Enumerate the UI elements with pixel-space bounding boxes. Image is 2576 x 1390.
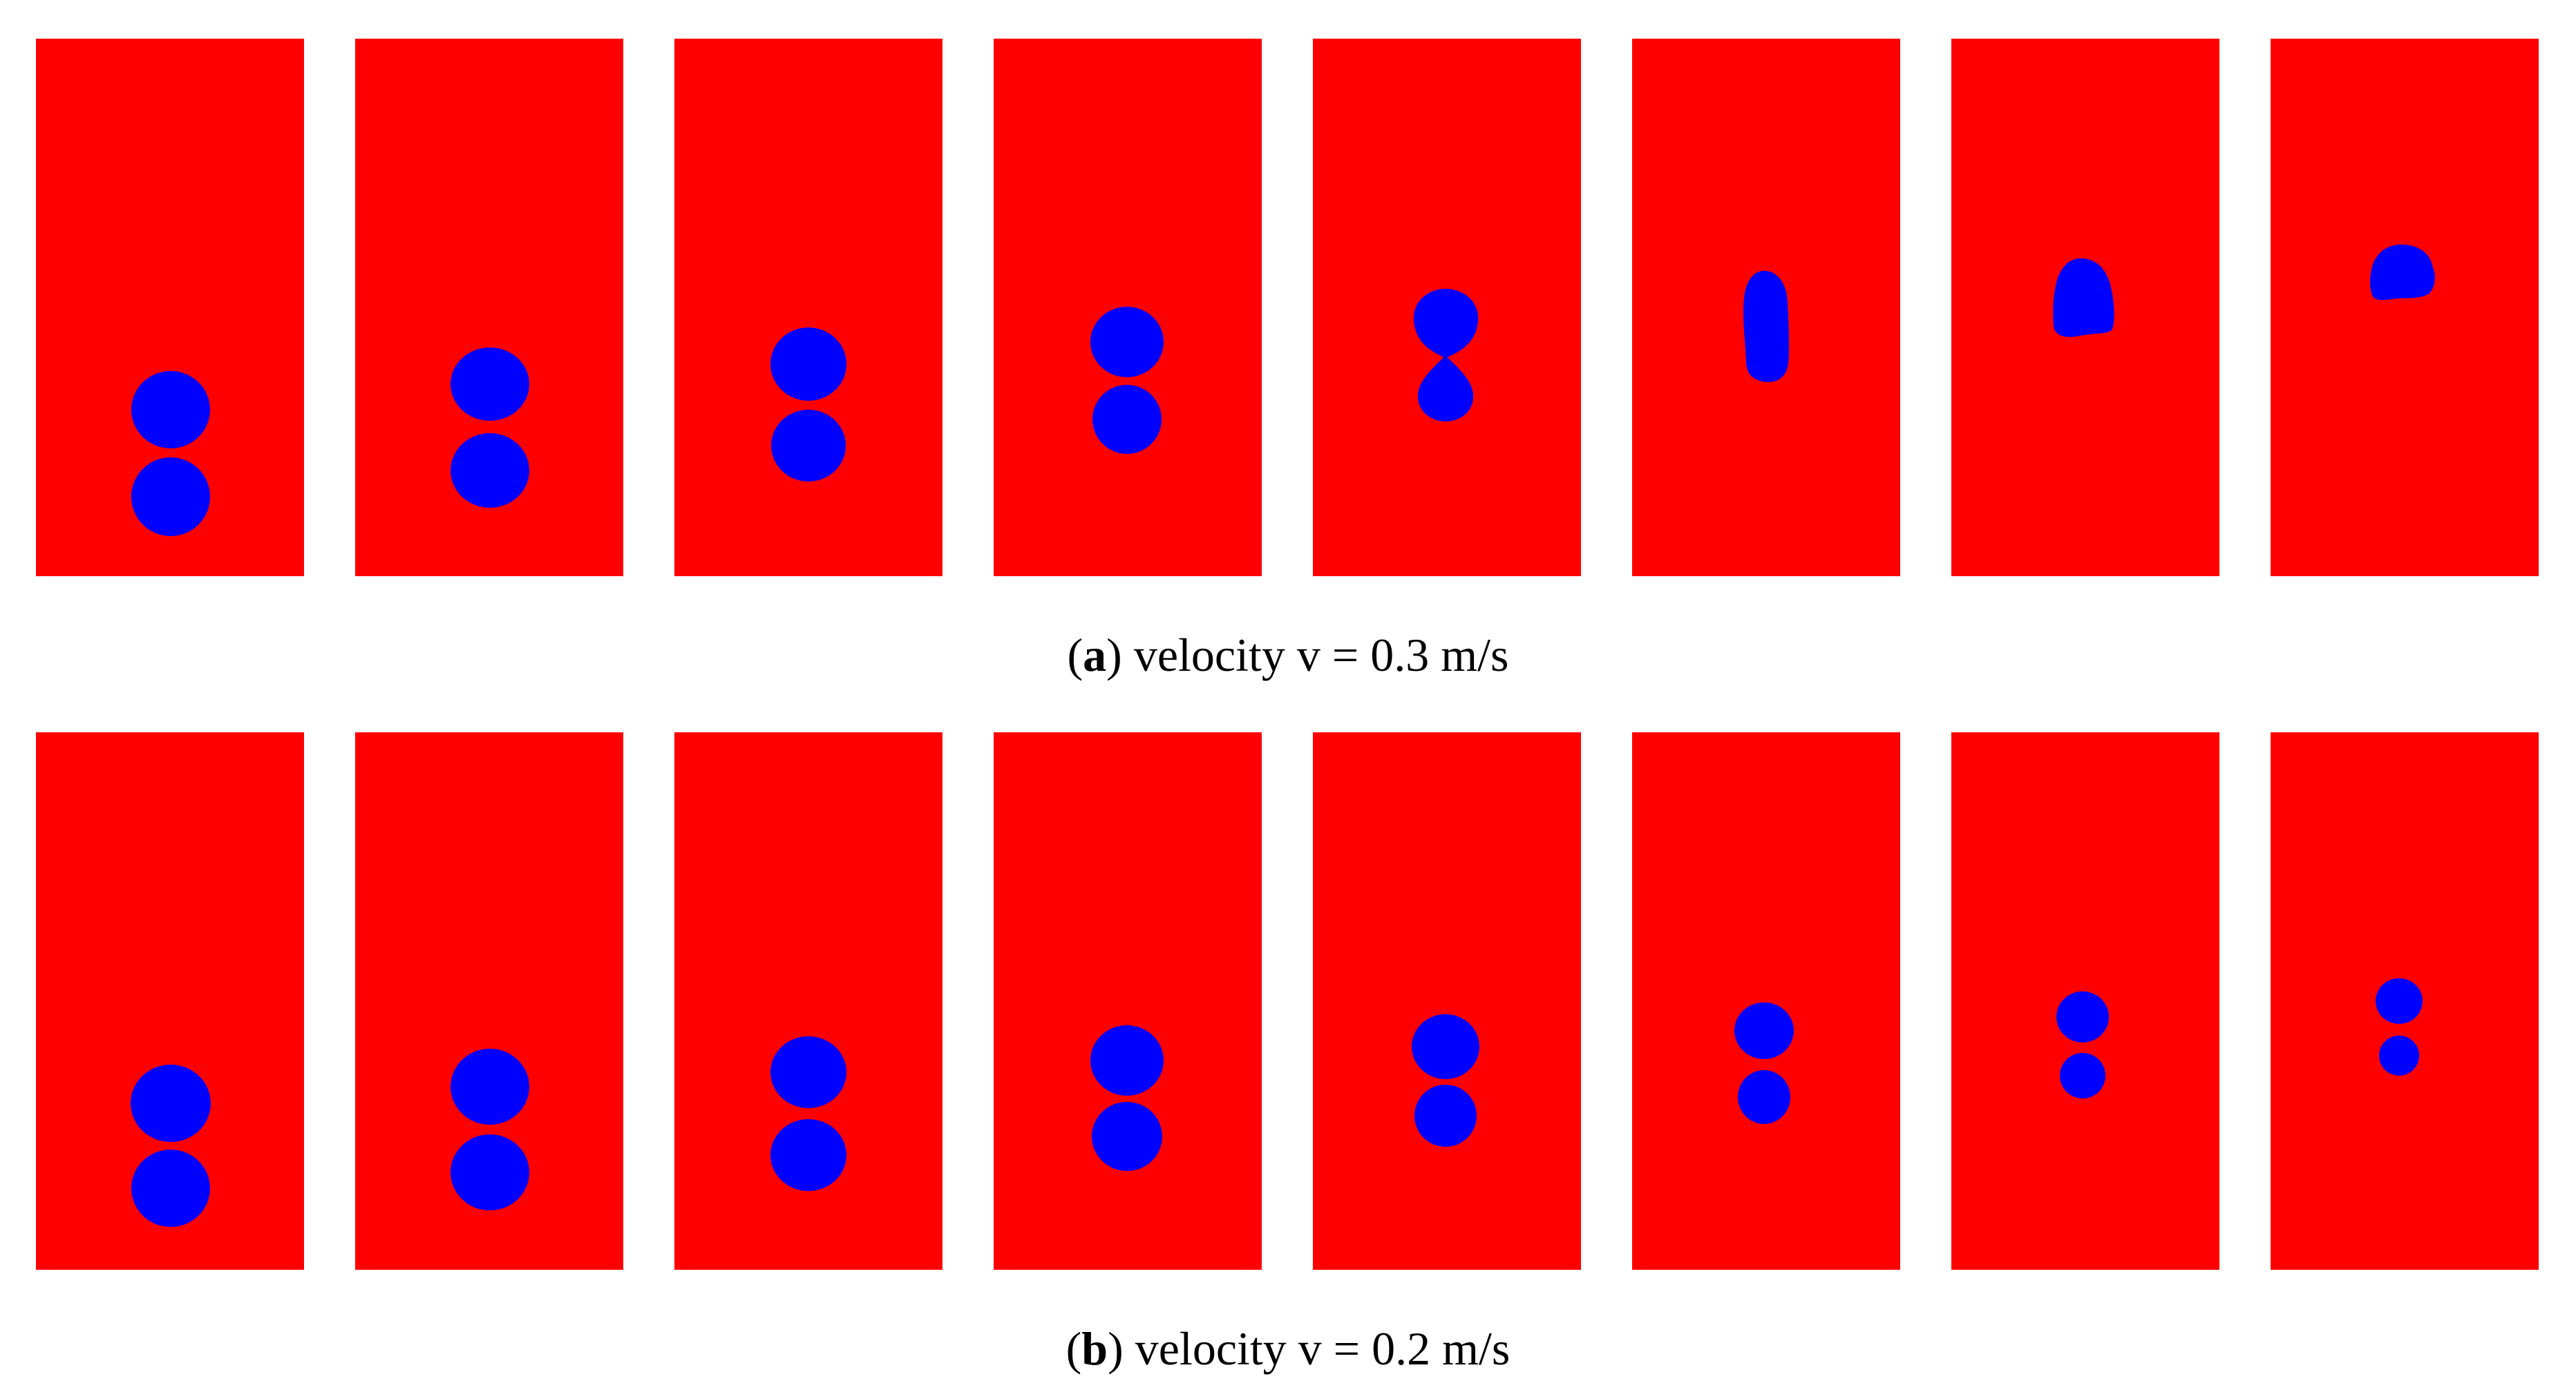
bubble (1743, 271, 1790, 382)
row-b (36, 732, 2539, 1270)
bubble (2060, 1053, 2105, 1098)
bubble (1090, 1025, 1164, 1096)
bubble (2379, 1036, 2419, 1076)
row-a (36, 39, 2539, 576)
bubble (131, 1065, 211, 1142)
frame-a5 (1313, 39, 1581, 576)
bubble (131, 457, 210, 536)
bubble (1092, 1102, 1162, 1171)
fluid-domain (994, 732, 1262, 1270)
frame-b8 (2271, 732, 2539, 1270)
fluid-domain (674, 39, 943, 576)
frame-a2 (355, 39, 623, 576)
bubble (1092, 385, 1162, 454)
frame-b3 (674, 732, 943, 1270)
bubble (1738, 1070, 1790, 1124)
bubble (451, 1134, 529, 1210)
bubble (2376, 978, 2423, 1024)
bubble (1412, 1014, 1479, 1079)
caption-a: (a) velocity v = 0.3 m/s (1067, 629, 1509, 681)
bubble (1414, 289, 1478, 358)
bubble (131, 371, 210, 448)
frame-a3 (674, 39, 943, 576)
bubble (131, 1150, 210, 1227)
frame-b1 (36, 732, 304, 1270)
frame-b7 (1951, 732, 2219, 1270)
bubble (770, 1036, 846, 1108)
bubble (2056, 991, 2109, 1042)
fluid-domain (1313, 732, 1581, 1270)
caption-b-letter: b (1081, 1322, 1108, 1375)
bubble (451, 433, 529, 508)
bubble (771, 410, 846, 482)
frame-b4 (994, 732, 1262, 1270)
frame-b2 (355, 732, 623, 1270)
frame-a1 (36, 39, 304, 576)
bubble (1414, 1085, 1477, 1147)
bubble (1417, 355, 1474, 421)
caption-a-letter: a (1083, 629, 1107, 681)
frame-b5 (1313, 732, 1581, 1270)
frame-b6 (1632, 732, 1900, 1270)
bubble (2053, 258, 2114, 337)
caption-a-text: velocity v = 0.3 m/s (1121, 629, 1509, 681)
bubble (770, 327, 846, 401)
bubble (1090, 307, 1164, 377)
frame-a7 (1951, 39, 2219, 576)
bubble (1734, 1002, 1794, 1059)
frame-a8 (2271, 39, 2539, 576)
bubble (451, 348, 529, 421)
bubble (451, 1049, 529, 1125)
frame-a4 (994, 39, 1262, 576)
caption-b: (b) velocity v = 0.2 m/s (1066, 1322, 1510, 1375)
fluid-domain (2271, 39, 2539, 576)
bubble (2370, 245, 2435, 301)
frame-a6 (1632, 39, 1900, 576)
fluid-domain (1632, 732, 1900, 1270)
caption-b-text: velocity v = 0.2 m/s (1123, 1322, 1510, 1375)
bubble (770, 1119, 846, 1191)
